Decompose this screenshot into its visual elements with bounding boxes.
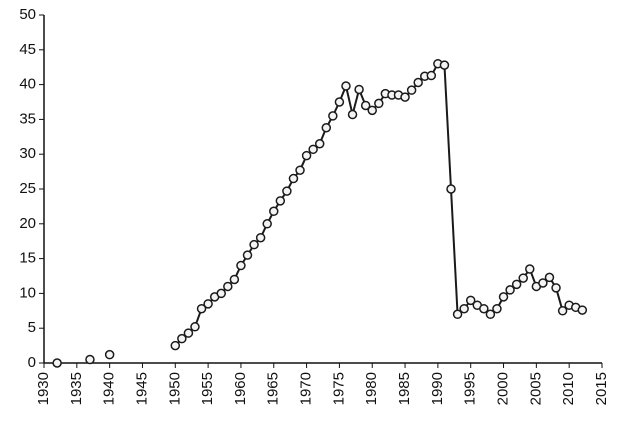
x-tick-label: 1950 <box>166 372 183 405</box>
point <box>255 232 266 243</box>
point <box>249 239 259 250</box>
point <box>465 295 476 306</box>
x-tick-label: 1975 <box>330 372 347 405</box>
x-tick-label: 1965 <box>265 372 282 405</box>
point <box>400 92 410 102</box>
point <box>196 303 207 314</box>
y-tick-label: 25 <box>19 180 36 197</box>
point <box>360 100 371 111</box>
point <box>511 279 522 290</box>
point <box>459 303 469 314</box>
point <box>314 139 325 149</box>
point <box>439 60 450 70</box>
y-tick-label: 45 <box>19 41 36 58</box>
point <box>525 264 535 274</box>
point <box>170 340 181 351</box>
point <box>367 105 377 116</box>
point <box>413 77 423 88</box>
point <box>538 278 548 288</box>
point <box>374 98 384 109</box>
point <box>426 70 437 81</box>
x-tick-label: 1940 <box>101 372 118 405</box>
point <box>85 354 95 365</box>
x-tick-label: 1955 <box>199 372 216 405</box>
x-tick-label: 1960 <box>232 372 249 405</box>
point <box>242 250 253 260</box>
point <box>551 283 561 293</box>
point <box>518 273 528 283</box>
point <box>505 285 515 295</box>
x-tick-label: 2005 <box>527 372 544 405</box>
y-tick-label: 35 <box>19 110 36 127</box>
point <box>282 186 292 196</box>
point <box>104 349 115 360</box>
x-tick-label: 1995 <box>462 372 479 405</box>
point <box>577 305 588 315</box>
point <box>334 97 345 107</box>
point <box>492 303 502 314</box>
x-tick-label: 1945 <box>133 372 150 405</box>
point <box>354 84 364 95</box>
y-tick-label: 0 <box>28 354 36 371</box>
point <box>295 165 305 175</box>
point <box>446 184 456 194</box>
point <box>288 173 299 184</box>
point <box>52 358 62 368</box>
point <box>216 288 226 299</box>
point <box>229 274 240 285</box>
x-tick-label: 1990 <box>429 372 446 405</box>
point <box>308 144 318 155</box>
point <box>328 111 338 121</box>
x-tick-label: 1970 <box>298 372 315 405</box>
point <box>275 196 286 206</box>
point <box>190 322 200 332</box>
point <box>347 109 358 120</box>
x-tick-label: 1930 <box>35 372 52 405</box>
point <box>177 333 187 344</box>
point <box>183 328 194 338</box>
x-tick-label: 2000 <box>494 372 511 405</box>
y-tick-label: 40 <box>19 76 36 93</box>
x-tick-label: 2010 <box>560 372 577 405</box>
y-tick-label: 10 <box>19 284 36 301</box>
y-tick-label: 15 <box>19 250 36 267</box>
x-tick-label: 2015 <box>593 372 610 405</box>
point <box>557 306 568 316</box>
y-tick-label: 50 <box>19 6 36 23</box>
y-tick-label: 30 <box>19 145 36 162</box>
point <box>452 309 463 320</box>
point <box>498 292 509 302</box>
point <box>223 281 233 292</box>
y-tick-label: 5 <box>28 319 36 336</box>
x-tick-label: 1985 <box>396 372 413 405</box>
point <box>341 81 351 91</box>
x-tick-label: 1980 <box>363 372 380 405</box>
point <box>321 123 332 133</box>
point <box>301 150 312 161</box>
point <box>479 303 489 314</box>
y-tick-label: 20 <box>19 215 36 232</box>
point <box>262 219 272 229</box>
x-tick-label: 1935 <box>68 372 85 405</box>
point <box>236 260 246 271</box>
point <box>406 85 417 95</box>
point <box>544 272 555 283</box>
point <box>485 309 496 320</box>
point <box>203 299 213 309</box>
point <box>269 206 279 217</box>
